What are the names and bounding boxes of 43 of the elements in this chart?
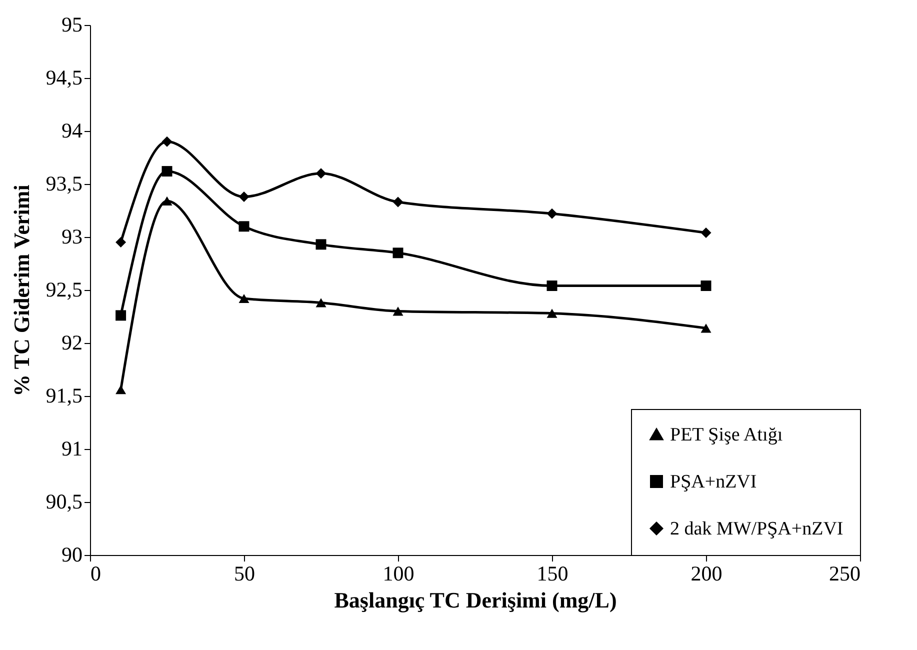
point: [392, 196, 404, 208]
point: [392, 248, 404, 258]
x-tick-label: 200: [690, 562, 722, 586]
legend-label: 2 dak MW/PŞA+nZVI: [670, 518, 844, 540]
y-tick-label: 92: [62, 330, 82, 354]
point: [316, 298, 326, 308]
point: [700, 280, 712, 292]
y-tick-label: 90,5: [46, 490, 82, 514]
x-tick-label: 150: [536, 562, 568, 586]
y-tick-label: 91: [62, 436, 82, 460]
point: [392, 306, 404, 316]
point: [700, 324, 712, 333]
x-axis-title: Başlangıç TC Derişimi (mg/L): [334, 588, 617, 612]
y-tick-label: 94,5: [46, 66, 82, 90]
y-tick-label: 91,5: [46, 384, 82, 408]
y-tick-label: 94: [62, 118, 83, 142]
point: [162, 196, 172, 206]
legend-label: PET Şişe Atığı: [670, 424, 783, 446]
x-tick-label: 50: [234, 562, 255, 586]
y-tick-label: 92,5: [46, 278, 82, 302]
point: [238, 294, 250, 304]
y-tick-label: 95: [62, 12, 82, 36]
point: [116, 385, 126, 394]
y-axis-title: % TC Giderim Verimi: [8, 184, 34, 396]
x-tick-label: 100: [382, 562, 414, 586]
y-tick-label: 90: [62, 542, 82, 566]
point: [700, 228, 712, 238]
point: [116, 310, 126, 321]
point: [546, 280, 558, 292]
point: [238, 191, 250, 202]
point: [546, 208, 558, 219]
point: [116, 237, 126, 248]
x-tick-label: 0: [90, 562, 101, 586]
y-tick-label: 93: [62, 224, 82, 248]
point: [316, 168, 326, 179]
point: [546, 308, 558, 318]
legend-label: PŞA+nZVI: [670, 472, 757, 492]
y-tick-label: 93,5: [46, 172, 82, 196]
point: [162, 166, 172, 177]
point: [316, 239, 326, 250]
x-tick-label: 250: [829, 562, 860, 586]
point: [162, 136, 172, 147]
point: [238, 221, 250, 232]
